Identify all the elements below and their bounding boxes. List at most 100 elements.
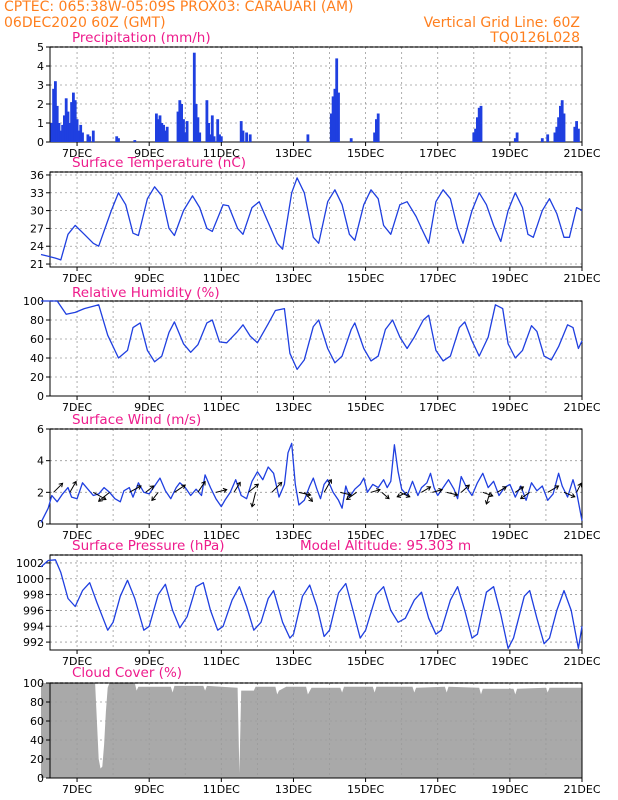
x-tick-label: 9DEC xyxy=(134,272,164,285)
panel-precipitation: Precipitation (mm/h) 0 1 2 3 4 5 7DEC 9DEC 11DEC… xyxy=(37,30,601,160)
wind-vector-head xyxy=(385,494,390,500)
precip-bar xyxy=(245,132,248,142)
y-tick-label: 30 xyxy=(30,205,44,218)
wind-vector-shaft xyxy=(514,486,524,493)
panel-title-cloud-cover: Cloud Cover (%) xyxy=(72,665,182,681)
header-station: CPTEC: 065:38W-05:09S PROX03: CARAUARI (… xyxy=(4,0,354,15)
precip-bar xyxy=(216,119,220,142)
precip-bar xyxy=(557,117,560,142)
wind-vector-head xyxy=(151,496,156,502)
x-tick-label: 7DEC xyxy=(62,529,92,542)
y-tick-label: 0 xyxy=(37,772,44,785)
wind-vector-head xyxy=(484,500,490,505)
precip-bar xyxy=(207,123,211,142)
precip-bar xyxy=(63,115,66,142)
y-tick-label: 0 xyxy=(37,390,44,403)
precip-bar xyxy=(156,119,160,142)
precip-bar xyxy=(546,134,550,142)
x-tick-label: 21DEC xyxy=(563,401,600,414)
precip-bar xyxy=(477,107,481,142)
wind-vector-shaft xyxy=(298,491,311,496)
precip-bar xyxy=(81,132,84,142)
wind-vector-shaft xyxy=(421,486,431,493)
y-tick-label: 60 xyxy=(30,715,44,728)
precip-bar xyxy=(79,124,83,142)
wind-vector-head xyxy=(149,485,155,490)
precip-bar xyxy=(59,130,63,142)
wind-vector-head xyxy=(277,481,283,487)
wind-vector-head xyxy=(345,495,351,501)
x-tick-label: 7DEC xyxy=(62,147,92,160)
x-tick-label: 15DEC xyxy=(347,272,384,285)
y-tick-label: 33 xyxy=(30,187,44,200)
precip-bar xyxy=(209,134,212,142)
wind-line xyxy=(40,442,583,523)
panel-title-pressure: Surface Pressure (hPa) xyxy=(72,538,225,554)
x-tick-label: 19DEC xyxy=(491,529,528,542)
precip-bar xyxy=(515,132,519,142)
x-tick-label: 17DEC xyxy=(419,655,456,668)
y-tick-label: 3 xyxy=(37,79,44,92)
wind-vector-shaft xyxy=(460,484,470,493)
precip-bar xyxy=(376,113,380,142)
wind-vector-shaft xyxy=(197,481,206,493)
precip-bar xyxy=(555,126,559,142)
precip-bar xyxy=(373,132,376,142)
y-tick-label: 6 xyxy=(37,423,44,436)
precip-bar xyxy=(196,117,200,142)
y-tick-label: 1 xyxy=(37,117,44,130)
precip-bar xyxy=(70,102,73,142)
x-tick-label: 7DEC xyxy=(62,655,92,668)
x-tick-label: 11DEC xyxy=(203,529,240,542)
x-tick-label: 15DEC xyxy=(347,147,384,160)
precip-bar xyxy=(212,136,216,142)
precip-bar xyxy=(239,121,243,142)
precip-bar xyxy=(133,140,137,142)
precip-bar xyxy=(88,136,92,142)
precip-bar xyxy=(194,104,198,142)
wind-vector-shaft xyxy=(251,492,257,507)
wind-vector-head xyxy=(577,482,582,488)
y-tick-label: 2 xyxy=(37,486,44,499)
wind-vector-head xyxy=(396,493,402,498)
precip-bar xyxy=(559,105,562,142)
x-tick-label: 11DEC xyxy=(203,272,240,285)
precip-bar xyxy=(218,134,221,142)
y-tick-label: 24 xyxy=(30,240,44,253)
precip-bar xyxy=(329,113,333,142)
precip-bar xyxy=(476,117,479,142)
precip-bar xyxy=(573,126,577,142)
x-tick-label: 21DEC xyxy=(563,783,600,796)
x-tick-label: 11DEC xyxy=(203,655,240,668)
precip-bar xyxy=(205,100,209,142)
x-tick-label: 19DEC xyxy=(491,147,528,160)
wind-vector-shaft xyxy=(93,491,107,500)
x-tick-label: 9DEC xyxy=(134,655,164,668)
y-tick-label: 27 xyxy=(30,222,44,235)
precip-bar xyxy=(540,138,544,142)
wind-vector-head xyxy=(376,488,381,494)
x-tick-label: 11DEC xyxy=(203,147,240,160)
wind-vector-shaft xyxy=(323,479,332,493)
y-tick-label: 100 xyxy=(23,295,44,308)
precip-bar xyxy=(210,115,214,142)
wind-vector-head xyxy=(570,493,576,498)
precip-bar xyxy=(375,119,378,142)
precip-bar xyxy=(472,132,476,142)
wind-vector-shaft xyxy=(496,486,507,493)
y-tick-label: 1002 xyxy=(16,557,44,570)
x-tick-label: 17DEC xyxy=(419,783,456,796)
x-tick-label: 7DEC xyxy=(62,272,92,285)
x-tick-label: 17DEC xyxy=(419,147,456,160)
precip-bar xyxy=(219,136,223,142)
precip-bar xyxy=(577,128,580,142)
y-tick-label: 21 xyxy=(30,258,44,271)
plot-frame xyxy=(49,300,583,397)
x-tick-label: 7DEC xyxy=(62,783,92,796)
rh-line xyxy=(41,300,583,371)
wind-vector-shaft xyxy=(520,491,530,500)
y-tick-label: 2 xyxy=(37,98,44,111)
wind-vector-head xyxy=(465,484,470,490)
y-tick-label: 4 xyxy=(37,455,44,468)
x-tick-label: 13DEC xyxy=(275,529,312,542)
